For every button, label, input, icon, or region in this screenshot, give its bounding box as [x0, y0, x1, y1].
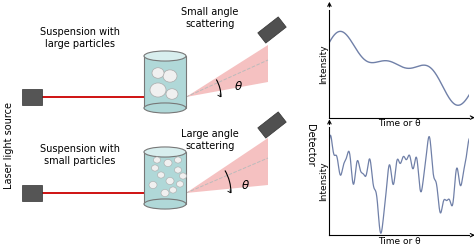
Ellipse shape — [149, 182, 157, 188]
Ellipse shape — [166, 89, 178, 99]
Ellipse shape — [152, 165, 158, 171]
Y-axis label: Intensity: Intensity — [319, 44, 328, 84]
Text: Small angle
scattering: Small angle scattering — [182, 7, 239, 29]
Ellipse shape — [166, 177, 174, 184]
Bar — [22, 185, 42, 201]
Ellipse shape — [163, 70, 177, 82]
X-axis label: Time or θ: Time or θ — [378, 237, 420, 245]
Y-axis label: Intensity: Intensity — [319, 161, 328, 201]
Ellipse shape — [157, 172, 164, 178]
Ellipse shape — [144, 199, 186, 209]
Bar — [22, 89, 42, 105]
Ellipse shape — [150, 83, 166, 97]
Ellipse shape — [170, 187, 176, 193]
Ellipse shape — [174, 167, 182, 173]
Text: Laser light source: Laser light source — [4, 101, 14, 188]
Ellipse shape — [180, 173, 186, 179]
Text: Detector: Detector — [305, 124, 315, 166]
Ellipse shape — [152, 68, 164, 78]
Ellipse shape — [161, 189, 169, 196]
Text: θ: θ — [241, 179, 249, 192]
Polygon shape — [186, 138, 268, 193]
Ellipse shape — [144, 147, 186, 157]
Ellipse shape — [164, 159, 172, 167]
Text: θ: θ — [234, 79, 242, 93]
Ellipse shape — [174, 157, 182, 163]
Polygon shape — [258, 112, 286, 138]
Text: Large angle
scattering: Large angle scattering — [181, 129, 239, 151]
Ellipse shape — [154, 157, 161, 163]
Ellipse shape — [144, 51, 186, 61]
X-axis label: Time or θ: Time or θ — [378, 119, 420, 128]
Bar — [144, 152, 186, 204]
Text: Suspension with
small particles: Suspension with small particles — [40, 144, 120, 166]
Ellipse shape — [176, 181, 183, 187]
Polygon shape — [258, 17, 286, 43]
Polygon shape — [186, 45, 268, 97]
Bar — [144, 56, 186, 108]
Text: Suspension with
large particles: Suspension with large particles — [40, 27, 120, 49]
Ellipse shape — [144, 103, 186, 113]
